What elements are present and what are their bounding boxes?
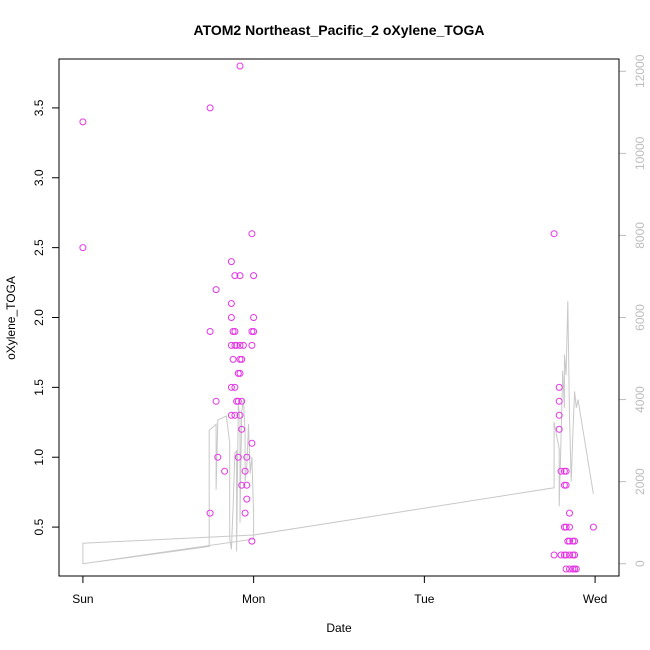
x-tick-label-2: Tue [414, 592, 435, 606]
data-point-18 [231, 272, 239, 280]
x-axis-label: Date [326, 621, 352, 635]
data-point-16 [229, 355, 237, 363]
data-point-55 [555, 411, 563, 419]
data-point-77 [571, 537, 579, 545]
data-point-72 [566, 551, 573, 559]
data-point-57 [557, 467, 565, 475]
data-point-66 [562, 551, 570, 559]
plot-frame [58, 58, 620, 577]
scatter-points-layer [79, 62, 597, 573]
data-point-3 [206, 328, 214, 335]
data-point-26 [234, 397, 242, 405]
data-point-9 [227, 258, 235, 266]
data-point-48 [250, 272, 258, 280]
data-point-69 [566, 509, 573, 517]
data-point-45 [248, 341, 256, 349]
data-point-17 [231, 383, 239, 391]
data-point-67 [562, 565, 570, 573]
data-point-58 [557, 551, 565, 559]
series-line-0 [82, 301, 594, 565]
data-point-64 [562, 481, 570, 489]
data-point-11 [227, 314, 235, 321]
data-point-29 [236, 272, 244, 280]
data-point-50 [250, 328, 258, 335]
data-point-22 [233, 341, 241, 349]
data-point-14 [227, 411, 235, 419]
data-point-40 [243, 453, 251, 461]
y-tick-label-0: 0.5 [32, 518, 46, 535]
data-point-5 [212, 286, 220, 294]
data-point-65 [562, 523, 570, 531]
data-point-52 [550, 551, 558, 559]
data-point-34 [238, 397, 246, 405]
data-point-27 [236, 341, 244, 349]
data-point-47 [248, 537, 256, 545]
x-tick-label-1: Mon [242, 592, 265, 606]
y2-tick-label-0: 0 [633, 560, 647, 567]
y-tick-label-5: 3.0 [32, 169, 46, 186]
data-point-63 [562, 467, 570, 475]
data-point-0 [79, 118, 87, 126]
data-point-43 [248, 230, 256, 238]
y2-tick-label-2: 4000 [633, 386, 647, 413]
data-point-41 [243, 481, 251, 489]
data-point-37 [239, 341, 247, 349]
y2-tick-label-3: 6000 [633, 304, 647, 331]
data-point-12 [227, 341, 235, 349]
data-point-51 [550, 230, 558, 238]
data-point-53 [555, 383, 563, 391]
data-point-10 [227, 300, 235, 307]
data-point-32 [236, 411, 244, 419]
data-point-73 [566, 565, 573, 573]
data-point-2 [206, 104, 214, 112]
y-tick-label-3: 2.0 [32, 309, 46, 326]
axes-layer: Sun Mon Tue Wed 0.5 1.0 1.5 2.0 2.5 3.0 3.5 0 2000 40… [32, 54, 647, 606]
data-point-8 [221, 467, 229, 475]
data-point-28 [236, 62, 244, 70]
data-point-7 [214, 453, 222, 461]
data-point-39 [241, 509, 249, 517]
data-point-6 [212, 397, 220, 405]
y-axis-label: oXylene_TOGA [4, 276, 18, 360]
y-tick-label-4: 2.5 [32, 239, 46, 256]
data-point-54 [555, 397, 563, 405]
y2-tick-label-6: 12000 [633, 54, 647, 88]
data-point-21 [231, 411, 239, 419]
secondary-series-layer [82, 301, 594, 565]
y-tick-label-1: 1.0 [32, 449, 46, 466]
data-point-80 [572, 565, 580, 573]
data-point-56 [555, 425, 563, 433]
data-point-70 [566, 523, 573, 531]
data-point-71 [566, 537, 573, 545]
data-point-35 [238, 425, 246, 433]
chart-title: ATOM2 Northeast_Pacific_2 oXylene_TOGA [194, 22, 485, 38]
data-point-46 [248, 439, 256, 447]
y2-tick-label-1: 2000 [633, 468, 647, 495]
data-point-31 [236, 369, 244, 377]
y-tick-label-2: 1.5 [32, 379, 46, 396]
data-point-81 [589, 523, 597, 531]
y-tick-label-6: 3.5 [32, 99, 46, 116]
x-tick-label-0: Sun [72, 592, 93, 606]
data-point-33 [238, 355, 246, 363]
y2-tick-label-4: 8000 [633, 222, 647, 249]
data-point-24 [234, 453, 242, 461]
data-point-42 [243, 495, 251, 503]
data-point-78 [571, 551, 579, 559]
data-point-49 [250, 314, 258, 321]
data-point-38 [241, 467, 249, 475]
y2-tick-label-5: 10000 [633, 136, 647, 170]
data-point-4 [206, 509, 214, 517]
x-tick-label-3: Wed [583, 592, 607, 606]
data-point-19 [231, 328, 239, 335]
data-point-36 [238, 481, 246, 489]
data-point-1 [79, 244, 87, 252]
data-point-13 [227, 383, 235, 391]
